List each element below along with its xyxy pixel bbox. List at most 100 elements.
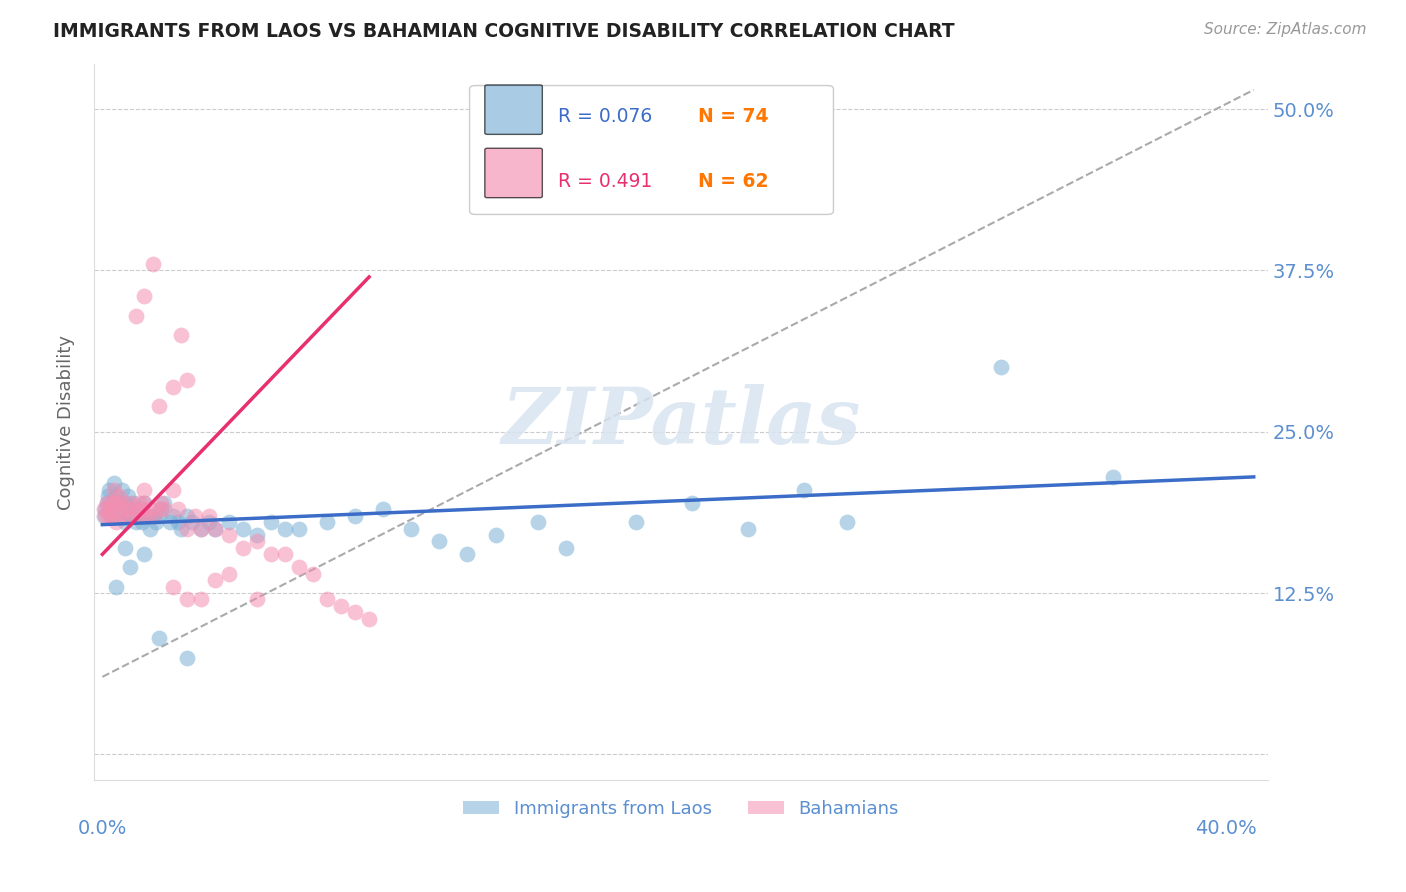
Point [246, 592, 269, 607]
FancyBboxPatch shape [485, 148, 543, 198]
Point [93, 502, 115, 516]
Point [176, 521, 198, 535]
Y-axis label: Cognitive Disability: Cognitive Disability [58, 334, 75, 509]
Point [100, 496, 122, 510]
Point [139, 521, 162, 535]
Point [117, 489, 139, 503]
Point [105, 580, 128, 594]
Point [176, 373, 198, 387]
Point [737, 521, 759, 535]
Point [108, 489, 131, 503]
Point [122, 496, 145, 510]
Point [153, 496, 176, 510]
Point [554, 541, 576, 555]
Point [344, 508, 367, 523]
Point [246, 528, 269, 542]
Point [128, 508, 150, 523]
Point [120, 560, 142, 574]
Point [98, 483, 121, 497]
Point [159, 515, 181, 529]
Point [274, 547, 297, 561]
Text: N = 74: N = 74 [699, 107, 769, 126]
Point [128, 508, 150, 523]
Point [128, 502, 150, 516]
Point [218, 528, 240, 542]
Point [136, 508, 159, 523]
Point [274, 521, 297, 535]
Point [114, 508, 136, 523]
Point [167, 515, 190, 529]
Point [990, 360, 1012, 375]
Point [139, 502, 162, 516]
Point [204, 573, 226, 587]
Point [1102, 470, 1125, 484]
Point [136, 508, 159, 523]
Point [246, 534, 269, 549]
Point [835, 515, 858, 529]
Point [232, 521, 254, 535]
Point [114, 496, 136, 510]
Point [105, 508, 128, 523]
Point [190, 592, 212, 607]
Point [204, 521, 226, 535]
Point [288, 521, 311, 535]
Point [484, 528, 506, 542]
Point [184, 508, 207, 523]
Point [190, 521, 212, 535]
Point [153, 502, 176, 516]
Point [181, 515, 204, 529]
Text: R = 0.076: R = 0.076 [558, 107, 652, 126]
Point [134, 483, 156, 497]
Point [167, 502, 190, 516]
Text: IMMIGRANTS FROM LAOS VS BAHAMIAN COGNITIVE DISABILITY CORRELATION CHART: IMMIGRANTS FROM LAOS VS BAHAMIAN COGNITI… [53, 22, 955, 41]
Point [94, 508, 117, 523]
Point [120, 502, 142, 516]
Point [114, 541, 136, 555]
Point [170, 521, 193, 535]
Point [103, 496, 125, 510]
Point [122, 508, 145, 523]
Point [198, 508, 221, 523]
Point [162, 379, 184, 393]
Point [162, 508, 184, 523]
Point [101, 502, 124, 516]
Point [624, 515, 647, 529]
Point [111, 483, 134, 497]
Point [344, 606, 367, 620]
Point [111, 508, 134, 523]
Point [114, 515, 136, 529]
Point [111, 502, 134, 516]
Point [218, 515, 240, 529]
Point [260, 547, 283, 561]
Point [120, 496, 142, 510]
Point [456, 547, 478, 561]
Point [232, 541, 254, 555]
Point [134, 496, 156, 510]
Point [134, 289, 156, 303]
Point [204, 521, 226, 535]
Point [330, 599, 353, 613]
Point [128, 496, 150, 510]
Point [120, 508, 142, 523]
Point [100, 508, 122, 523]
Point [162, 483, 184, 497]
Point [162, 580, 184, 594]
Point [427, 534, 450, 549]
Point [117, 508, 139, 523]
Point [148, 631, 170, 645]
Text: ZIPatlas: ZIPatlas [501, 384, 860, 460]
Point [198, 515, 221, 529]
Point [108, 496, 131, 510]
Point [142, 508, 165, 523]
Point [148, 399, 170, 413]
Point [125, 309, 148, 323]
Point [125, 502, 148, 516]
Point [142, 257, 165, 271]
Point [122, 508, 145, 523]
Point [98, 502, 121, 516]
Text: Source: ZipAtlas.com: Source: ZipAtlas.com [1204, 22, 1367, 37]
Point [176, 508, 198, 523]
Point [793, 483, 815, 497]
Point [105, 496, 128, 510]
Point [302, 566, 325, 581]
